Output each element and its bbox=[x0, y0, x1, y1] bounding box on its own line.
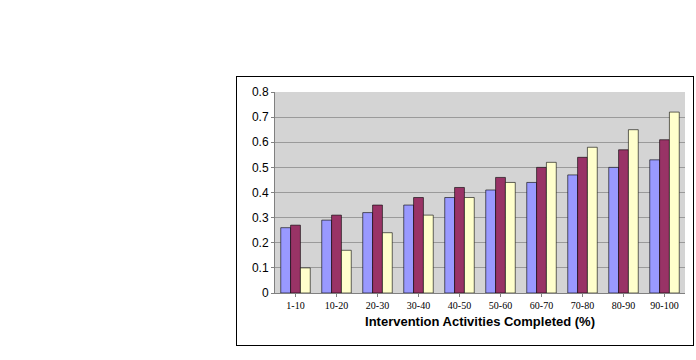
svg-text:0.7: 0.7 bbox=[252, 110, 269, 124]
svg-text:0.2: 0.2 bbox=[252, 236, 269, 250]
svg-text:80-90: 80-90 bbox=[612, 300, 635, 311]
svg-text:60-70: 60-70 bbox=[530, 300, 553, 311]
svg-text:10-20: 10-20 bbox=[325, 300, 348, 311]
svg-text:90-100: 90-100 bbox=[650, 300, 678, 311]
svg-text:0.8: 0.8 bbox=[252, 85, 269, 99]
svg-text:40-50: 40-50 bbox=[448, 300, 471, 311]
svg-text:0.3: 0.3 bbox=[252, 211, 269, 225]
svg-text:0.4: 0.4 bbox=[252, 186, 269, 200]
svg-text:30-40: 30-40 bbox=[407, 300, 430, 311]
svg-text:50-60: 50-60 bbox=[489, 300, 512, 311]
svg-text:0.6: 0.6 bbox=[252, 135, 269, 149]
svg-text:0.5: 0.5 bbox=[252, 161, 269, 175]
svg-text:1-10: 1-10 bbox=[286, 300, 304, 311]
svg-text:20-30: 20-30 bbox=[366, 300, 389, 311]
svg-text:70-80: 70-80 bbox=[571, 300, 594, 311]
svg-text:Intervention Activities Comple: Intervention Activities Completed (%) bbox=[365, 314, 595, 329]
svg-text:0.1: 0.1 bbox=[252, 261, 269, 275]
svg-text:0: 0 bbox=[262, 286, 269, 300]
